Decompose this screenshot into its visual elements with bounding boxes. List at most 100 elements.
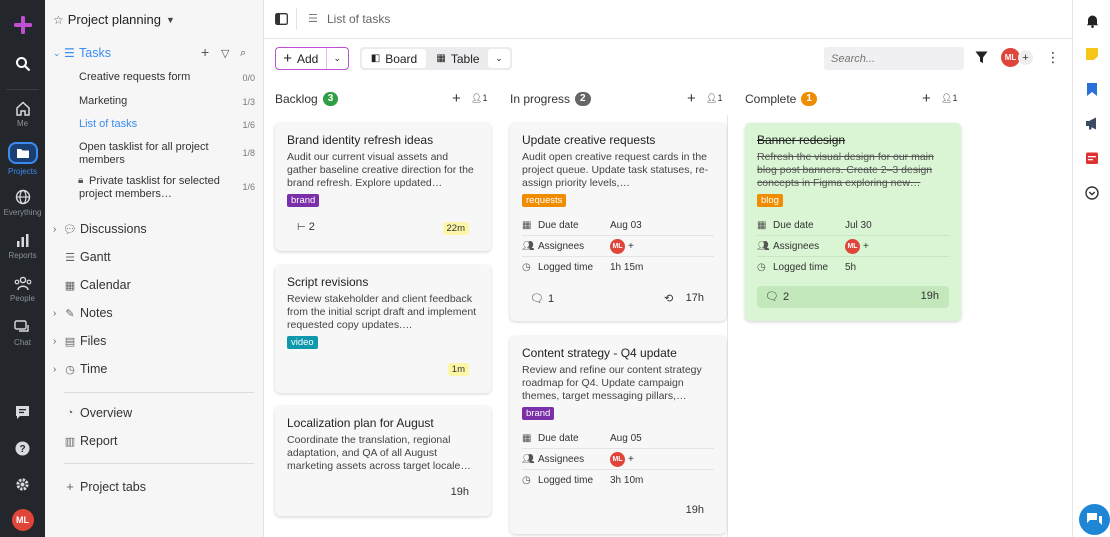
add-dropdown-button[interactable]: ⌄ bbox=[333, 53, 342, 63]
search-input[interactable] bbox=[824, 47, 964, 70]
add-member-icon: + bbox=[1018, 50, 1033, 65]
folder-icon bbox=[7, 142, 38, 164]
chevron-circle-icon[interactable] bbox=[1073, 186, 1110, 200]
bar-chart-icon: ▥ bbox=[64, 435, 76, 448]
task-card[interactable]: Update creative requests Audit open crea… bbox=[510, 123, 726, 321]
avatar: ML bbox=[610, 451, 625, 467]
tasklist-count: 1/6 bbox=[242, 120, 255, 130]
rail-item-projects[interactable]: Projects bbox=[0, 142, 45, 176]
section-label: Gantt bbox=[80, 250, 111, 264]
card-meta: ▦ Due date Aug 05 👥︎ Assignees ML + ◷ Logged t… bbox=[522, 428, 714, 491]
rail-item-chat[interactable]: Chat bbox=[0, 320, 45, 347]
card-time: 17h bbox=[685, 292, 704, 304]
section-label: Notes bbox=[80, 306, 113, 320]
sticky-note-icon[interactable] bbox=[1073, 48, 1110, 60]
section-gantt[interactable]: ☰ Gantt bbox=[53, 250, 111, 264]
bookmark-icon[interactable] bbox=[1073, 83, 1110, 96]
members-button[interactable]: ML + bbox=[1001, 48, 1033, 67]
support-chat-button[interactable] bbox=[1079, 504, 1110, 535]
filter-icon[interactable]: ▽ bbox=[221, 47, 230, 60]
feedback-button[interactable] bbox=[0, 405, 45, 420]
column-assignees[interactable]: 👤︎1 bbox=[941, 93, 958, 103]
logged-time-row[interactable]: ◷ Logged time 1h 15m bbox=[522, 257, 714, 278]
add-assignee-icon[interactable]: + bbox=[628, 240, 634, 252]
card-time: 19h bbox=[920, 290, 939, 302]
assignees-row[interactable]: 👥︎ Assignees ML + bbox=[522, 449, 714, 470]
project-title-dropdown[interactable]: ☆ Project planning ▼ bbox=[53, 12, 175, 27]
card-tag[interactable]: brand bbox=[287, 194, 320, 207]
sidebar-toggle-icon[interactable] bbox=[275, 13, 288, 28]
divider bbox=[64, 463, 254, 464]
add-assignee-icon[interactable]: + bbox=[863, 240, 869, 252]
vertical-separator bbox=[296, 8, 297, 30]
column-header: In progress 2 bbox=[510, 92, 591, 106]
view-dropdown-button[interactable]: ⌄ bbox=[488, 49, 510, 68]
add-tasklist-icon[interactable]: + bbox=[201, 44, 210, 60]
calendar-icon[interactable] bbox=[1073, 151, 1110, 164]
section-time[interactable]: › ◷ Time bbox=[53, 362, 107, 376]
board-view-button[interactable]: ◧ Board bbox=[362, 49, 426, 68]
card-tag[interactable]: blog bbox=[757, 194, 783, 207]
assignees-row[interactable]: 👥︎ Assignees ML + bbox=[757, 236, 949, 257]
task-card-complete[interactable]: Banner redesign Refresh the visual desig… bbox=[745, 123, 961, 321]
star-icon[interactable]: ☆ bbox=[53, 12, 64, 27]
logged-time-row[interactable]: ◷ Logged time 3h 10m bbox=[522, 470, 714, 491]
section-report[interactable]: ▥ Report bbox=[53, 434, 118, 448]
project-tabs-button[interactable]: + Project tabs bbox=[53, 479, 146, 494]
megaphone-icon[interactable] bbox=[1073, 117, 1110, 130]
assignees-row[interactable]: 👥︎ Assignees ML + bbox=[522, 236, 714, 257]
subtask-value: 2 bbox=[308, 221, 315, 233]
tasklist-label: Open tasklist for all project members bbox=[79, 141, 209, 166]
due-date-row[interactable]: ▦ Due date Jul 30 bbox=[757, 215, 949, 236]
add-card-icon[interactable]: + bbox=[922, 90, 931, 107]
add-assignee-icon[interactable]: + bbox=[628, 453, 634, 465]
card-tag[interactable]: video bbox=[287, 336, 318, 349]
card-title: Localization plan for August bbox=[287, 416, 434, 430]
people-icon: 👥︎ bbox=[757, 240, 770, 252]
section-calendar[interactable]: ▦ Calendar bbox=[53, 278, 131, 292]
rail-item-me[interactable]: Me bbox=[0, 101, 45, 128]
task-card[interactable]: Content strategy - Q4 update Review and … bbox=[510, 336, 726, 534]
comment-value: 1 bbox=[547, 292, 555, 305]
search-button[interactable] bbox=[0, 56, 45, 72]
logged-time-row[interactable]: ◷ Logged time 5h bbox=[757, 257, 949, 278]
tasks-section[interactable]: ⌄ ☰ Tasks + ▽ ⌕ bbox=[45, 44, 264, 60]
table-view-button[interactable]: ▦ Table bbox=[430, 49, 486, 68]
help-button[interactable]: ? bbox=[0, 441, 45, 456]
user-avatar-button[interactable]: ML bbox=[0, 509, 45, 531]
add-button[interactable]: + Add bbox=[276, 48, 327, 69]
filter-icon[interactable] bbox=[975, 51, 988, 67]
more-options-icon[interactable]: ⋮ bbox=[1046, 49, 1060, 65]
tasks-label: Tasks bbox=[79, 46, 111, 60]
logged-time-value: 5h bbox=[845, 262, 857, 273]
task-card[interactable]: Script revisions Review stakeholder and … bbox=[275, 265, 491, 393]
search-icon[interactable]: ⌕ bbox=[240, 46, 247, 59]
settings-button[interactable] bbox=[0, 477, 45, 492]
task-card[interactable]: Brand identity refresh ideas Audit our c… bbox=[275, 123, 491, 251]
section-overview[interactable]: ◔ Overview bbox=[53, 406, 132, 420]
create-button[interactable] bbox=[0, 14, 45, 36]
rail-item-people[interactable]: People bbox=[0, 276, 45, 303]
add-card-icon[interactable]: + bbox=[452, 90, 461, 107]
column-assignees[interactable]: 👤︎1 bbox=[706, 93, 723, 103]
section-notes[interactable]: › ✎ Notes bbox=[53, 306, 113, 320]
card-tag[interactable]: brand bbox=[522, 407, 555, 420]
add-card-icon[interactable]: + bbox=[687, 90, 696, 107]
task-card[interactable]: Localization plan for August Coordinate … bbox=[275, 406, 491, 516]
section-files[interactable]: › ▤ Files bbox=[53, 334, 106, 348]
meta-label: Due date bbox=[538, 432, 579, 444]
rail-item-everything[interactable]: Everything bbox=[0, 189, 45, 217]
card-tag[interactable]: requests bbox=[522, 194, 567, 207]
logged-time-value: 1h 15m bbox=[610, 262, 644, 273]
card-description: Audit open creative request cards in the… bbox=[522, 151, 709, 189]
column-assignees[interactable]: 👤︎1 bbox=[471, 93, 488, 103]
rail-item-reports[interactable]: Reports bbox=[0, 233, 45, 260]
section-discussions[interactable]: › 💬︎ Discussions bbox=[53, 222, 147, 236]
rail-label: Reports bbox=[8, 251, 37, 260]
table-icon: ▦ bbox=[436, 53, 446, 64]
clock-icon: ◷ bbox=[757, 262, 766, 273]
due-date-row[interactable]: ▦ Due date Aug 03 bbox=[522, 215, 714, 236]
due-date-row[interactable]: ▦ Due date Aug 05 bbox=[522, 428, 714, 449]
bell-icon[interactable] bbox=[1073, 14, 1110, 28]
gauge-icon: ◔ bbox=[66, 407, 74, 419]
